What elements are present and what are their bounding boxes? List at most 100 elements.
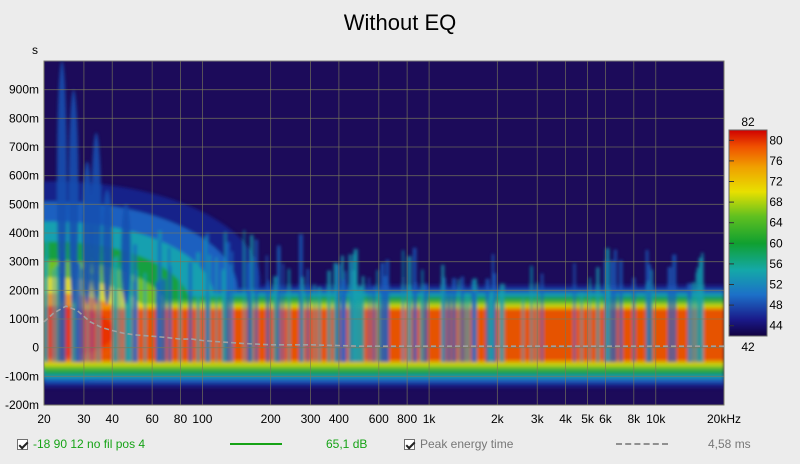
heat-streak bbox=[306, 268, 310, 362]
heat-plume bbox=[56, 61, 67, 305]
heat-streak bbox=[207, 254, 211, 362]
series-value-box: 65,1 dB bbox=[326, 436, 367, 452]
heat-streak bbox=[698, 257, 704, 362]
heat-streak bbox=[161, 279, 166, 362]
series-label: -18 90 12 no fil pos 4 bbox=[33, 437, 146, 451]
y-tick-label: 400m bbox=[9, 226, 39, 240]
heat-streak bbox=[128, 244, 133, 362]
heat-streak bbox=[423, 283, 428, 362]
heat-plume bbox=[120, 204, 131, 305]
x-tick-label: 3k bbox=[531, 412, 545, 426]
heat-streak bbox=[112, 258, 117, 362]
heat-streak bbox=[376, 269, 379, 362]
peak-checkbox[interactable] bbox=[404, 438, 415, 450]
colorbar-ticks: 80 76 72 68 64 60 56 52 48 44 bbox=[729, 133, 783, 333]
y-tick-label: 500m bbox=[9, 197, 39, 211]
colorbar-min-label: 42 bbox=[741, 340, 755, 354]
heat-streak bbox=[695, 272, 698, 362]
y-tick-label: 600m bbox=[9, 169, 39, 183]
heat-streak bbox=[380, 262, 385, 362]
colorbar-tick-label: 64 bbox=[769, 216, 783, 230]
colorbar-tick-label: 68 bbox=[769, 195, 783, 209]
heat-streak bbox=[221, 269, 226, 362]
heat-streak bbox=[123, 258, 129, 362]
x-tick-label: 100 bbox=[192, 412, 212, 426]
y-axis-ticks: 900m 800m 700m 600m 500m 400m 300m 200m 100m 0 -10… bbox=[5, 83, 39, 412]
heat-streak bbox=[530, 265, 533, 362]
heat-streak bbox=[115, 256, 119, 362]
heat-streak bbox=[352, 270, 357, 362]
x-tick-label: 40 bbox=[106, 412, 120, 426]
y-tick-label: -200m bbox=[5, 398, 39, 412]
heat-streak bbox=[287, 268, 291, 362]
heat-streak bbox=[277, 245, 281, 362]
x-tick-label: 400 bbox=[329, 412, 349, 426]
x-tick-label: 60 bbox=[145, 412, 159, 426]
heat-streak bbox=[44, 256, 46, 362]
heat-streak bbox=[441, 264, 445, 362]
heat-streak bbox=[540, 273, 544, 362]
series-checkbox[interactable] bbox=[17, 438, 28, 450]
colorbar bbox=[728, 129, 768, 337]
heat-streak bbox=[133, 281, 137, 362]
peak-value: 4,58 ms bbox=[708, 437, 751, 451]
series-legend[interactable]: -18 90 12 no fil pos 4 bbox=[17, 436, 145, 452]
grid-lines bbox=[43, 61, 725, 406]
heat-streak bbox=[119, 264, 122, 362]
y-tick-label: 100m bbox=[9, 312, 39, 326]
y-tick-label: 0 bbox=[32, 341, 39, 355]
series-line-icon bbox=[230, 443, 282, 445]
heat-streak bbox=[266, 255, 268, 362]
colorbar-tick-label: 52 bbox=[769, 278, 783, 292]
heat-streak bbox=[580, 291, 583, 362]
heat-plume bbox=[68, 89, 79, 305]
heat-streak bbox=[596, 267, 600, 362]
heat-streak bbox=[224, 232, 227, 362]
y-tick-label: 200m bbox=[9, 283, 39, 297]
heat-streak bbox=[492, 273, 497, 362]
colorbar-tick-label: 72 bbox=[769, 175, 783, 189]
colorbar-tick-label: 44 bbox=[769, 319, 783, 333]
heat-plume bbox=[91, 132, 102, 305]
heat-streak bbox=[688, 298, 692, 362]
peak-swatch bbox=[616, 436, 668, 452]
heat-streak bbox=[58, 273, 63, 362]
series-swatch bbox=[230, 436, 282, 452]
heat-streak bbox=[419, 297, 423, 362]
heat-streak bbox=[313, 284, 316, 362]
heat-streak bbox=[254, 239, 258, 362]
heat-streak bbox=[143, 273, 147, 362]
peak-energy-time-line bbox=[43, 305, 724, 348]
heat-streak bbox=[646, 281, 650, 362]
series-value: 65,1 dB bbox=[326, 437, 368, 451]
heat-streak bbox=[155, 281, 160, 362]
heat-streak bbox=[421, 269, 424, 362]
heat-streak bbox=[86, 263, 89, 362]
heat-streak bbox=[464, 293, 467, 362]
heat-streak bbox=[300, 277, 305, 362]
peak-legend[interactable]: Peak energy time bbox=[404, 436, 513, 452]
heat-streak bbox=[44, 231, 49, 362]
x-tick-label: 1k bbox=[423, 412, 437, 426]
heatmap-blur-group bbox=[44, 61, 724, 388]
heat-streak bbox=[485, 278, 490, 362]
x-tick-label: 200 bbox=[261, 412, 281, 426]
heat-streak bbox=[317, 287, 321, 362]
heat-streak bbox=[378, 296, 382, 362]
heat-streak bbox=[341, 295, 346, 362]
heat-streak bbox=[327, 270, 331, 362]
heat-streak bbox=[358, 285, 363, 362]
heat-streak bbox=[385, 259, 390, 362]
heat-streak bbox=[692, 282, 695, 362]
heat-streak bbox=[651, 269, 653, 362]
heat-streak bbox=[447, 291, 451, 362]
heat-streak bbox=[91, 273, 93, 362]
x-tick-label: 20kHz bbox=[707, 412, 741, 426]
heat-streak bbox=[488, 298, 490, 362]
y-tick-label: 700m bbox=[9, 140, 39, 154]
colorbar-tick-label: 60 bbox=[769, 236, 783, 250]
heat-streak bbox=[243, 230, 246, 362]
heat-streak bbox=[452, 278, 456, 362]
heat-streak bbox=[299, 234, 303, 362]
